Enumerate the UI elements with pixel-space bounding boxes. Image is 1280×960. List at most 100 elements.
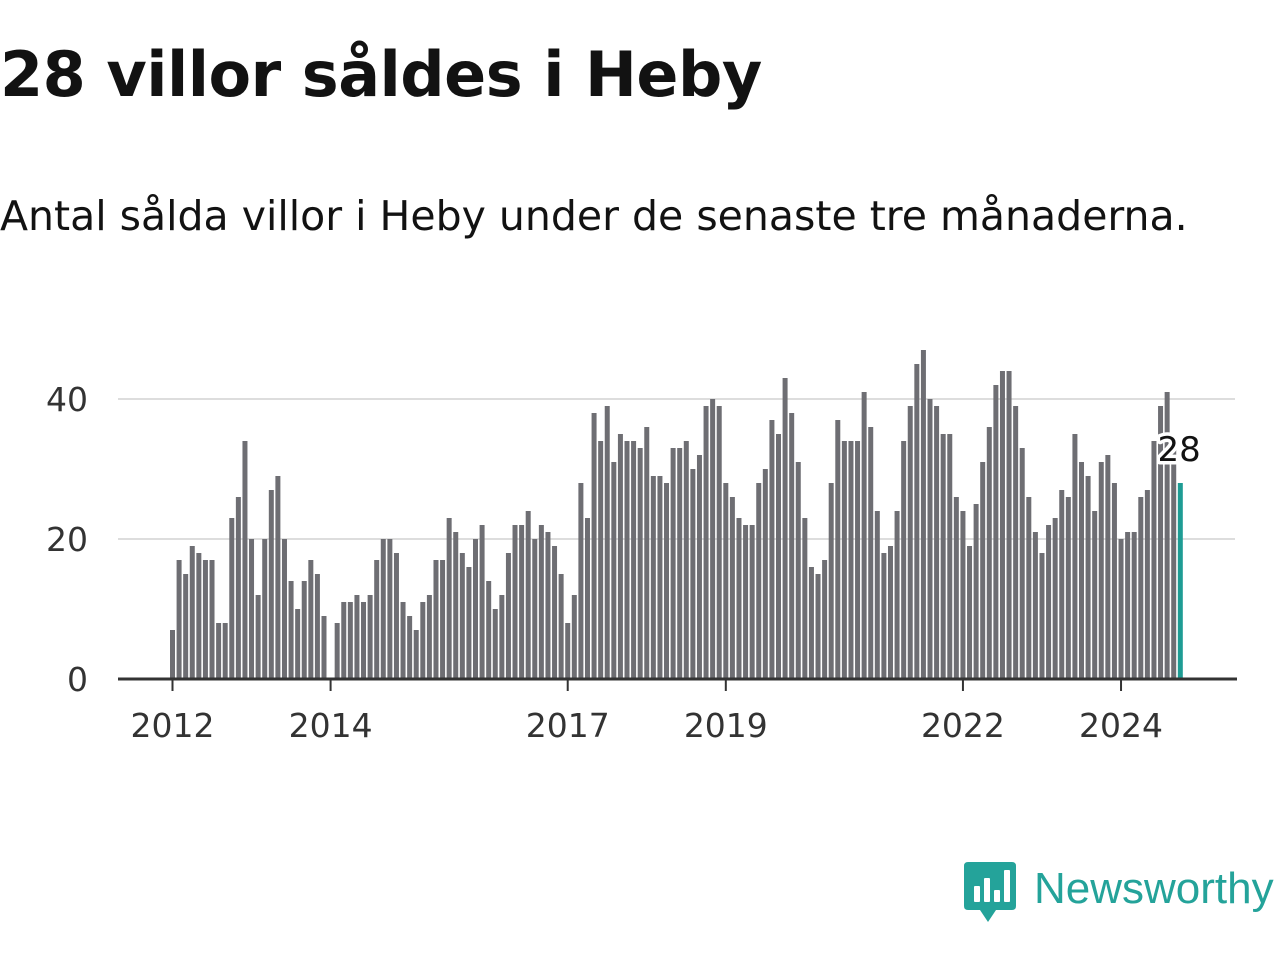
bar — [354, 595, 360, 679]
bar — [433, 560, 439, 679]
bar — [631, 441, 637, 679]
x-tick-label-2019: 2019 — [684, 706, 768, 745]
bar — [789, 413, 795, 679]
bar — [815, 574, 821, 679]
bar — [1059, 490, 1065, 679]
bar — [901, 441, 907, 679]
bar — [380, 539, 386, 679]
bar — [861, 392, 867, 679]
bar — [446, 518, 452, 679]
bar — [202, 560, 208, 679]
bar — [769, 420, 775, 679]
bar — [499, 595, 505, 679]
bar — [505, 553, 511, 679]
bar — [920, 350, 926, 679]
bar — [776, 434, 781, 679]
bar — [334, 623, 340, 679]
bar — [453, 532, 459, 679]
bar — [1118, 539, 1124, 679]
bar — [894, 511, 900, 679]
bar — [1151, 441, 1157, 679]
bar — [1013, 406, 1019, 679]
bar — [249, 539, 255, 679]
bar — [1006, 371, 1012, 679]
bar — [367, 595, 373, 679]
bar — [848, 441, 854, 679]
bar — [1032, 532, 1038, 679]
bar — [1065, 497, 1071, 679]
x-tick-label-2017: 2017 — [526, 706, 610, 745]
bar — [170, 630, 175, 679]
y-tick-label-0: 0 — [67, 660, 88, 699]
bar — [644, 427, 650, 679]
bar — [1105, 455, 1111, 679]
bar — [703, 406, 709, 679]
bar — [321, 616, 327, 679]
bar — [426, 595, 432, 679]
bar — [1092, 511, 1098, 679]
bar — [1158, 406, 1164, 679]
bar — [927, 399, 933, 679]
bar — [558, 574, 564, 679]
bar — [229, 518, 235, 679]
bar — [1171, 441, 1177, 679]
bar — [828, 483, 834, 679]
bar — [196, 553, 202, 679]
bar — [683, 441, 689, 679]
bar — [1046, 525, 1052, 679]
x-tick-label-2012: 2012 — [131, 706, 215, 745]
bar — [400, 602, 406, 679]
bar — [189, 546, 195, 679]
bar — [914, 364, 920, 679]
bar — [268, 490, 274, 679]
bar — [841, 441, 847, 679]
bar — [466, 567, 472, 679]
bar — [1098, 462, 1104, 679]
bar — [545, 532, 551, 679]
bar — [183, 574, 189, 679]
bar — [552, 546, 558, 679]
bar — [1079, 462, 1085, 679]
brand-name: Newsworthy — [1034, 864, 1274, 913]
bar — [1085, 476, 1091, 679]
bar — [808, 567, 814, 679]
bar — [473, 539, 478, 679]
bar — [486, 581, 492, 679]
x-tick-label-2024: 2024 — [1079, 706, 1163, 745]
bar — [275, 476, 281, 679]
bar — [716, 406, 722, 679]
bar — [571, 595, 577, 679]
bar — [874, 511, 880, 679]
bar — [1039, 553, 1045, 679]
newsworthy-logo-icon — [964, 862, 1016, 922]
bar — [855, 441, 861, 679]
bar — [650, 476, 656, 679]
bar — [1111, 483, 1117, 679]
bar — [986, 427, 992, 679]
bar — [532, 539, 538, 679]
bar — [782, 378, 788, 679]
bar — [881, 553, 887, 679]
bar — [973, 504, 979, 679]
bar — [696, 455, 702, 679]
bar — [347, 602, 353, 679]
bar — [1125, 532, 1131, 679]
bar — [1131, 532, 1137, 679]
bar — [420, 602, 426, 679]
bar — [887, 546, 893, 679]
labels: 0 20 40 2012 2014 2017 2019 2022 2024 28 — [46, 380, 1204, 745]
bar — [980, 462, 986, 679]
bar — [512, 525, 518, 679]
bar — [940, 434, 946, 679]
headline: 28 villor såldes i Heby — [0, 38, 762, 111]
bar — [308, 560, 314, 679]
bar — [288, 581, 294, 679]
bar — [525, 511, 531, 679]
bar — [756, 483, 762, 679]
bars — [170, 350, 1183, 679]
bar — [222, 623, 228, 679]
bar — [637, 448, 643, 679]
bar — [1144, 490, 1150, 679]
bar — [690, 469, 696, 679]
y-tick-label-20: 20 — [46, 520, 88, 559]
